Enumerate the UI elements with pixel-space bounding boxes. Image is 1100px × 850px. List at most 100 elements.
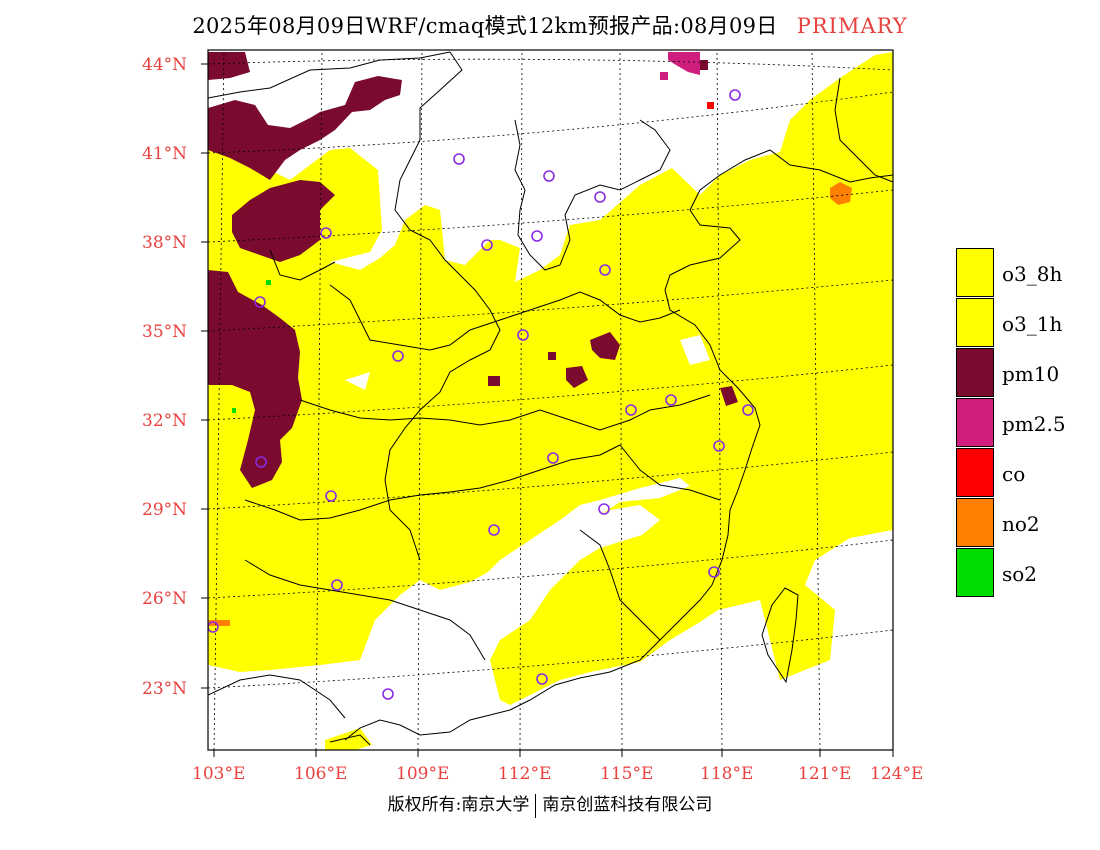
lon-label: 109°E: [396, 764, 450, 784]
station-marker: [625, 404, 637, 416]
province-border: [514, 119, 671, 271]
station-marker: [255, 456, 267, 468]
lat-label: 29°N: [142, 500, 188, 520]
pm10-spot: [488, 376, 500, 386]
station-marker: [594, 191, 606, 203]
legend-label: pm2.5: [1002, 412, 1066, 436]
province-border: [384, 51, 501, 561]
map-frame: [207, 49, 894, 751]
pm25-region: [668, 52, 700, 75]
national-border: [208, 51, 451, 99]
pm10-spot: [566, 366, 588, 388]
station-marker: [331, 579, 343, 591]
national-border: [834, 77, 893, 183]
map-title: 2025年08月09日WRF/cmaq模式12km预报产品:08月09日 PRI…: [0, 10, 1100, 40]
pm10-region: [208, 52, 250, 80]
lon-label: 112°E: [498, 764, 552, 784]
station-marker: [598, 503, 610, 515]
pm10-region: [208, 76, 402, 180]
national-border: [208, 674, 346, 719]
pm10-spot: [548, 352, 556, 360]
lat-label: 44°N: [142, 55, 188, 75]
title-text: 2025年08月09日WRF/cmaq模式12km预报产品:08月09日: [192, 14, 778, 38]
station-marker: [481, 239, 493, 251]
pm10-spot: [720, 386, 738, 406]
station-marker: [392, 350, 404, 362]
legend-swatch: [956, 298, 994, 347]
province-border: [244, 444, 621, 521]
lon-label: 121°E: [798, 764, 852, 784]
clear-gap: [680, 335, 710, 365]
pm25-spot: [660, 72, 668, 80]
station-marker: [713, 440, 725, 452]
lon-label: 115°E: [600, 764, 654, 784]
province-border: [619, 444, 721, 501]
clear-gap: [452, 505, 660, 660]
so2-spot: [232, 408, 236, 413]
copyright-footer: 版权所有:南京大学 南京创蓝科技有限公司: [0, 790, 1100, 818]
legend-label: o3_8h: [1002, 262, 1063, 286]
lat-label: 23°N: [142, 679, 188, 699]
hainan-outline: [329, 734, 371, 746]
no2-spot: [830, 182, 852, 205]
lon-label: 124°E: [870, 764, 924, 784]
lat-label: 26°N: [142, 589, 188, 609]
province-border: [269, 249, 336, 281]
axis-ticks: [201, 63, 894, 757]
station-marker: [488, 524, 500, 536]
primary-tag: PRIMARY: [796, 14, 908, 38]
lon-label: 106°E: [294, 764, 348, 784]
station-markers: [208, 89, 754, 700]
copyright-company: 南京创蓝科技有限公司: [542, 795, 713, 815]
legend-label: o3_1h: [1002, 312, 1063, 336]
station-marker: [517, 329, 529, 341]
lat-label: 35°N: [142, 322, 188, 342]
map-field: [208, 50, 893, 750]
lat-label: 32°N: [142, 411, 188, 431]
pm10-region: [232, 180, 335, 262]
station-marker: [208, 621, 219, 633]
lat-label: 41°N: [142, 144, 188, 164]
station-marker: [453, 153, 465, 165]
boundaries: [208, 51, 893, 746]
station-marker: [543, 170, 555, 182]
o3-region: [208, 52, 893, 705]
station-marker: [729, 89, 741, 101]
station-marker: [547, 452, 559, 464]
station-marker: [325, 490, 337, 502]
station-marker: [742, 404, 754, 416]
legend-swatch: [956, 248, 994, 297]
clear-gap: [345, 372, 370, 390]
pm10-region: [208, 270, 302, 488]
footer-divider: [535, 793, 537, 818]
so2-spot: [266, 280, 271, 285]
copyright-owner: 版权所有:南京大学: [387, 795, 530, 815]
lon-label: 103°E: [192, 764, 246, 784]
station-marker: [320, 227, 332, 239]
pm10-spot: [700, 60, 708, 70]
co-spot: [707, 102, 714, 109]
station-marker: [382, 688, 394, 700]
legend-swatch: [956, 548, 994, 597]
lon-label: 118°E: [700, 764, 754, 784]
legend-swatch: [956, 398, 994, 447]
coastline: [344, 149, 893, 741]
graticule: [208, 50, 893, 750]
legend-swatch: [956, 498, 994, 547]
legend-swatch: [956, 348, 994, 397]
province-border: [329, 284, 681, 351]
o3-region-south: [325, 728, 372, 750]
lat-label: 38°N: [142, 233, 188, 253]
taiwan-outline: [761, 587, 799, 684]
legend-swatch: [956, 448, 994, 497]
station-marker: [708, 566, 720, 578]
station-marker: [665, 394, 677, 406]
station-marker: [536, 673, 548, 685]
legend-label: no2: [1002, 512, 1040, 536]
legend-label: pm10: [1002, 362, 1060, 386]
station-marker: [531, 230, 543, 242]
station-marker: [254, 296, 266, 308]
pm10-spot: [590, 332, 620, 360]
province-border: [244, 559, 486, 661]
